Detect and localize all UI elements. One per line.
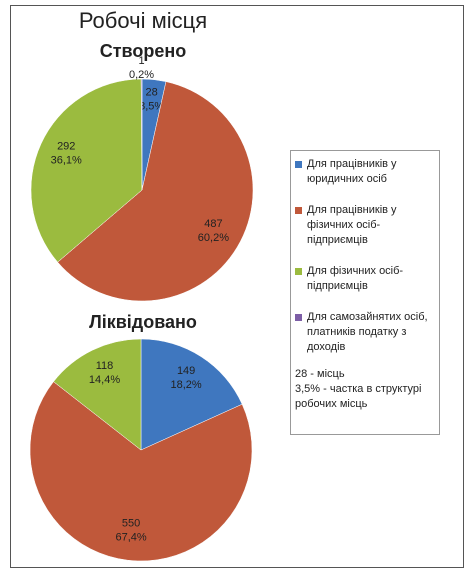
label-value: 550	[122, 518, 140, 530]
frame	[10, 5, 464, 568]
legend-swatch	[295, 207, 302, 214]
legend-note: 28 - місць 3,5% - частка в структурі роб…	[295, 367, 437, 412]
legend-swatch	[295, 314, 302, 321]
label-value: 487	[204, 218, 222, 230]
legend-item: Для фізичних осіб-підприємців	[295, 264, 437, 294]
label-share: 67,4%	[115, 532, 146, 544]
data-label: 550 67,4%	[115, 518, 146, 544]
data-label: 487 60,2%	[198, 218, 229, 244]
legend: Для працівників у юридичних осіб Для прац…	[290, 150, 440, 435]
pie-slice	[140, 78, 143, 191]
data-label: 149 18,2%	[171, 365, 202, 391]
label-value: 292	[57, 140, 75, 152]
data-label: 28 3,5%	[139, 87, 164, 113]
label-value: 1	[138, 55, 144, 67]
label-share: 0,2%	[129, 69, 154, 81]
legend-label: Для працівників у юридичних осіб	[307, 158, 397, 185]
pie-slice	[140, 338, 243, 451]
label-share: 60,2%	[198, 232, 229, 244]
legend-label: Для фізичних осіб-підприємців	[307, 265, 404, 292]
pie-slice	[30, 78, 143, 263]
label-share: 14,4%	[89, 374, 120, 386]
pie-slice	[29, 381, 253, 562]
label-value: 28	[146, 87, 158, 99]
label-share: 36,1%	[51, 154, 82, 166]
legend-item: Для працівників у фізичних осіб-підприєм…	[295, 203, 437, 248]
legend-items: Для працівників у юридичних осіб Для прац…	[295, 157, 437, 355]
pie-slice	[53, 338, 142, 451]
data-label: 118 14,4%	[89, 360, 120, 386]
legend-label: Для працівників у фізичних осіб-підприєм…	[307, 204, 397, 246]
label-share: 3,5%	[139, 101, 164, 113]
legend-label: Для самозайнятих осіб, платників податку…	[307, 311, 428, 353]
legend-item: Для самозайнятих осіб, платників податку…	[295, 310, 437, 355]
legend-swatch	[295, 268, 302, 275]
label-value: 149	[177, 365, 195, 377]
pie-title: Ліквідовано	[89, 312, 197, 332]
pie-slice	[57, 81, 254, 302]
pie-title: Створено	[100, 41, 187, 61]
note-line: 3,5% - частка в структурі робочих місць	[295, 383, 422, 410]
page-title: Робочі місця	[79, 8, 207, 33]
legend-item: Для працівників у юридичних осіб	[295, 157, 437, 187]
label-share: 18,2%	[171, 379, 202, 391]
legend-swatch	[295, 161, 302, 168]
note-line: 28 - місць	[295, 368, 345, 380]
data-label: 292 36,1%	[51, 140, 82, 166]
data-label: 1 0,2%	[129, 55, 154, 81]
label-value: 118	[96, 360, 114, 372]
